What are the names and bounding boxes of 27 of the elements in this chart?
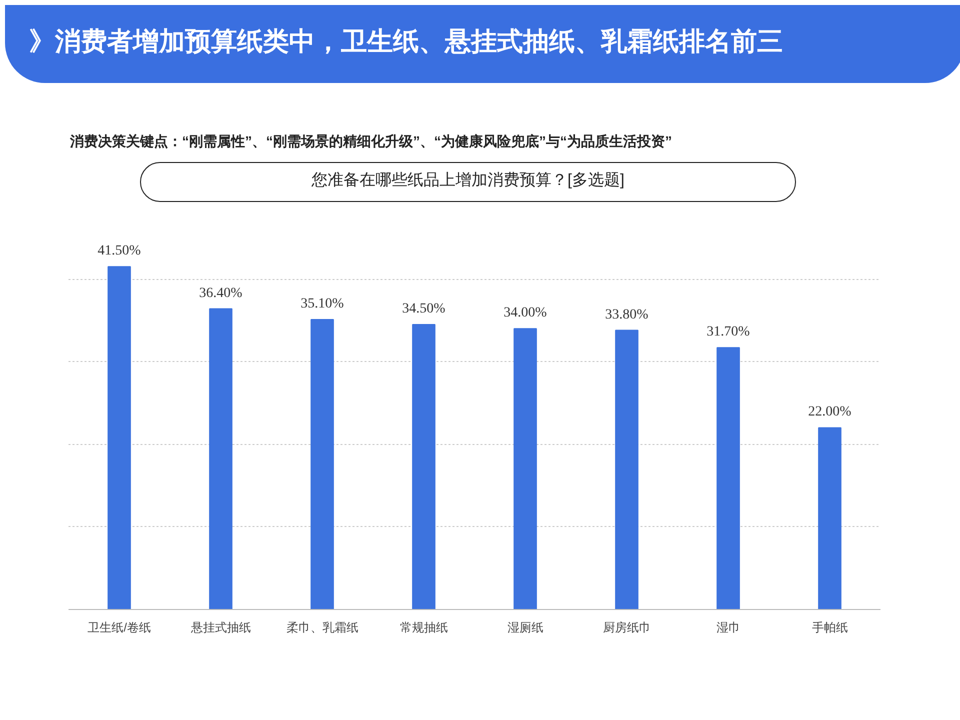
x-tick-label: 常规抽纸: [400, 620, 448, 634]
bar: [310, 319, 334, 610]
x-tick-label: 柔巾、乳霜纸: [286, 620, 358, 634]
bar: [615, 330, 638, 610]
data-label: 36.40%: [199, 286, 243, 301]
chart-subtitle: 消费决策关键点：“刚需属性”、“刚需场景的精细化升级”、“为健康风险兜底”与“为品质生活投资”: [70, 132, 672, 151]
chart-title: 》消费者增加预算纸类中，卫生纸、悬挂式抽纸、乳霜纸排名前三: [29, 25, 783, 58]
data-label: 31.70%: [706, 324, 750, 340]
data-label: 35.10%: [300, 296, 344, 312]
x-tick-label: 手帕纸: [812, 620, 848, 634]
data-label: 41.50%: [98, 244, 142, 259]
x-tick-label: 卫生纸/卷纸: [88, 620, 151, 634]
text: 您准备在哪些纸品上增加消费预算？[多选题]: [312, 170, 624, 191]
bar: [412, 324, 436, 610]
x-tick-label: 湿厕纸: [507, 620, 544, 634]
bar: [108, 266, 131, 610]
x-tick-label: 悬挂式抽纸: [190, 620, 251, 634]
data-label: 34.00%: [504, 306, 548, 321]
x-tick-label: 湿巾: [716, 620, 740, 634]
x-tick-label: 厨房纸巾: [602, 620, 651, 634]
data-label: 22.00%: [808, 404, 852, 420]
bar: [514, 328, 537, 610]
bar: [818, 427, 842, 610]
data-label: 34.50%: [402, 301, 446, 316]
data-label: 33.80%: [605, 307, 649, 322]
bar: [716, 347, 740, 610]
bar: [209, 308, 232, 610]
